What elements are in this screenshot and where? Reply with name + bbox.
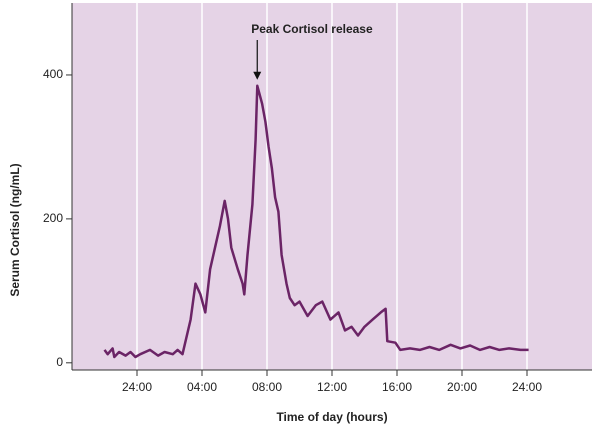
- y-tick-label: 400: [43, 67, 63, 81]
- x-tick-label: 16:00: [382, 380, 412, 394]
- annotation: Peak Cortisol release: [251, 22, 373, 36]
- y-tick-label: 200: [43, 211, 63, 225]
- x-tick-label: 08:00: [252, 380, 282, 394]
- annotation-arrowhead: [253, 71, 262, 80]
- y-tick-label: 0: [56, 355, 63, 369]
- x-tick-label: 12:00: [317, 380, 347, 394]
- x-tick-label: 24:00: [122, 380, 152, 394]
- x-tick-label: 24:00: [512, 380, 542, 394]
- y-axis-label: Serum Cortisol (ng/mL): [8, 163, 22, 296]
- x-axis-label: Time of day (hours): [276, 410, 387, 424]
- x-tick-label: 04:00: [187, 380, 217, 394]
- x-tick-label: 20:00: [447, 380, 477, 394]
- line: [103, 84, 529, 359]
